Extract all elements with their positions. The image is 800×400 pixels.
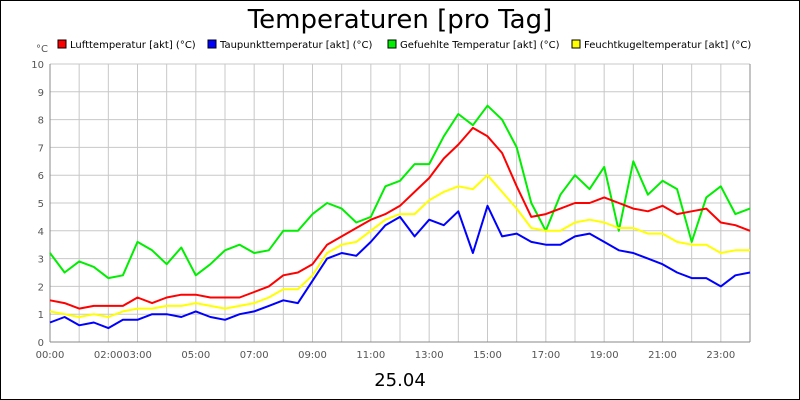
y-tick-label: 3	[38, 255, 44, 266]
legend-swatch	[387, 39, 397, 49]
legend-swatch	[57, 39, 67, 49]
x-tick-label: 03:00	[123, 350, 152, 361]
series-line-0	[49, 126, 751, 310]
y-tick-label: 8	[38, 116, 44, 127]
plot-area: 0 1 2 3 4 5 6 7 8 9 10 00:00 02:00 03:00 05:00 07:00 09:…	[31, 60, 751, 361]
legend-swatch	[571, 39, 581, 49]
y-tick-label: 9	[38, 88, 44, 99]
legend-label: Feuchtkugeltemperatur [akt] (°C)	[584, 40, 751, 51]
y-tick-label: 0	[38, 338, 44, 349]
x-tick-label: 11:00	[356, 350, 385, 361]
chart-legend: Lufttemperatur [akt] (°C) Taupunkttempera…	[57, 39, 751, 51]
x-tick-label: 19:00	[590, 350, 619, 361]
y-tick-label: 10	[31, 60, 44, 71]
x-tick-label: 23:00	[706, 350, 735, 361]
legend-label: Lufttemperatur [akt] (°C)	[70, 40, 196, 51]
x-tick-label: 21:00	[648, 350, 677, 361]
y-tick-label: 4	[38, 227, 44, 238]
legend-label: Gefuehlte Temperatur [akt] (°C)	[400, 40, 560, 51]
legend-swatch	[207, 39, 217, 49]
y-tick-label: 7	[38, 143, 44, 154]
x-tick-label: 05:00	[181, 350, 210, 361]
y-tick-label: 2	[38, 282, 44, 293]
y-tick-label: 6	[38, 171, 44, 182]
x-tick-label: 00:00	[36, 350, 65, 361]
chart-title: Temperaturen [pro Tag]	[247, 5, 553, 35]
legend-label: Taupunkttemperatur [akt] (°C)	[219, 40, 372, 51]
y-tick-label: 5	[38, 199, 44, 210]
x-tick-label: 17:00	[531, 350, 560, 361]
x-tick-label: 13:00	[415, 350, 444, 361]
x-tick-label: 07:00	[240, 350, 269, 361]
series-line-2	[49, 104, 751, 280]
x-tick-label: 09:00	[298, 350, 327, 361]
y-axis-unit: °C	[36, 44, 48, 55]
x-axis-date-label: 25.04	[374, 370, 426, 391]
series-line-3	[49, 174, 750, 318]
series-line-1	[49, 204, 751, 330]
x-tick-label: 02:00	[94, 350, 123, 361]
x-tick-label: 15:00	[473, 350, 502, 361]
y-tick-label: 1	[38, 310, 44, 321]
